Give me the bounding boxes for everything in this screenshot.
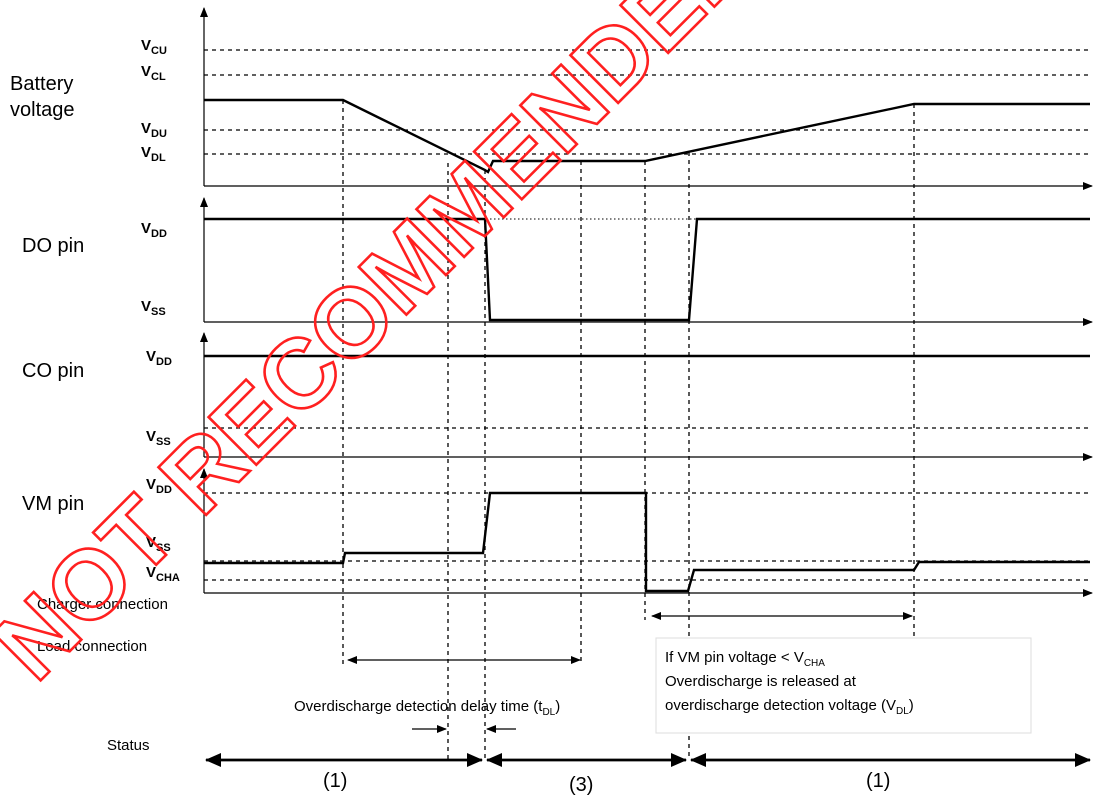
status-segment-3: (1) [866,770,890,792]
vm-level-vss: VSS [146,534,171,554]
status-segment-1: (1) [323,770,347,792]
level-vcu: VCU [141,37,167,57]
battery-voltage-panel: Battery voltage VCU VCL VDU VDL [10,7,1093,190]
battery-label-line2: voltage [10,99,75,121]
level-vdl: VDL [141,144,166,164]
co-pin-panel: CO pin VDD VSS [22,332,1093,461]
release-note-line3: overdischarge detection voltage (VDL) [665,697,914,717]
release-note-line2: Overdischarge is released at [665,673,857,690]
level-vcl: VCL [141,63,166,83]
co-level-vdd: VDD [146,348,172,368]
co-level-vss: VSS [146,428,171,448]
status-segment-2: (3) [569,774,593,796]
vm-pin-waveform [204,491,1090,593]
release-note-line1: If VM pin voltage < VCHA [665,649,825,669]
do-pin-panel: DO pin VDD VSS [22,197,1093,326]
do-level-vss: VSS [141,298,166,318]
vm-level-vcha: VCHA [146,564,180,584]
battery-voltage-waveform [204,98,1090,174]
co-pin-label: CO pin [22,360,84,382]
vm-pin-label: VM pin [22,493,84,515]
delay-time-label: Overdischarge detection delay time (tDL) [294,698,560,718]
vm-level-vdd: VDD [146,476,172,496]
vm-pin-panel: VM pin VDD VSS VCHA [22,468,1093,597]
charger-connection-label: Charger connection [37,596,168,613]
do-pin-waveform [204,217,1090,322]
release-note-background [655,637,1032,734]
status-label: Status [107,737,150,754]
battery-voltage-label: Battery voltage [10,73,79,121]
level-vdu: VDU [141,120,167,140]
load-connection-label: Load connection [37,638,147,655]
do-level-vdd: VDD [141,220,167,240]
battery-label-line1: Battery [10,73,73,95]
not-recommended-watermark: NOT RECOMMENDED [0,0,776,701]
do-pin-label: DO pin [22,235,84,257]
release-note-box: If VM pin voltage < VCHA Overdischarge i… [655,637,1032,734]
